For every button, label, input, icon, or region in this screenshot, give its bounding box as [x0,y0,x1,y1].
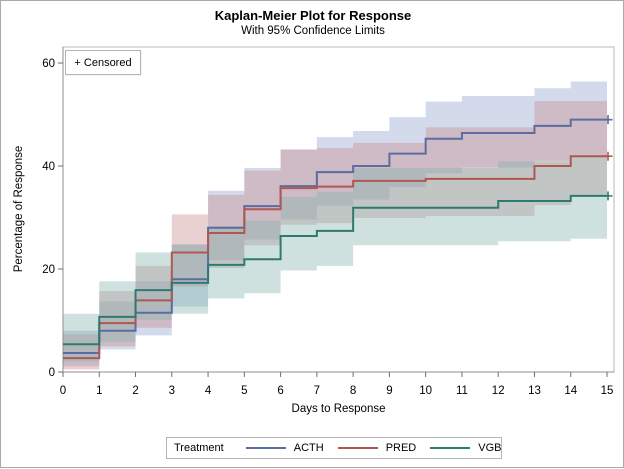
x-tick-label: 12 [492,385,505,397]
y-tick-label: 0 [49,367,55,379]
y-tick-label: 40 [42,161,55,173]
x-tick-label: 14 [564,385,577,397]
x-tick-label: 9 [386,385,392,397]
x-tick-label: 13 [528,385,541,397]
acth-confidence-band [63,81,607,367]
legend-item-label: VGB [478,442,502,454]
chart-title: Kaplan-Meier Plot for Response [214,8,412,23]
chart-subtitle: With 95% Confidence Limits [241,25,385,37]
x-tick-label: 3 [169,385,175,397]
censored-legend-label: + Censored [74,56,132,69]
x-tick-label: 2 [132,385,138,397]
acth-survival-curve [63,118,609,354]
x-tick-label: 7 [314,385,320,397]
x-tick-label: 6 [277,385,283,397]
x-tick-label: 4 [205,385,212,397]
legend-item-pred: PRED [337,442,417,454]
legend-item-label: PRED [385,442,417,454]
vgb-line-sample [430,447,471,449]
vgb-censored-marker [603,191,613,201]
x-tick-label: 8 [350,385,356,397]
x-axis-title: Days to Response [291,403,386,415]
legend-item-vgb: VGB [430,442,501,454]
x-tick-label: 11 [456,385,468,397]
y-axis-title: Percentage of Response [13,145,25,273]
x-tick-label: 5 [241,385,247,397]
vgb-survival-curve [63,194,609,346]
pred-line-sample [337,447,378,449]
pred-confidence-band [63,101,607,370]
x-tick-label: 15 [601,385,614,397]
acth-censored-marker [603,115,613,125]
legend-item-label: ACTH [293,442,324,454]
pred-censored-marker [603,151,613,161]
vgb-confidence-band [63,154,607,362]
y-tick-label: 20 [42,264,55,276]
x-tick-label: 1 [96,385,102,397]
treatment-legend: Treatment ACTH PRED VGB [166,437,502,459]
x-tick-label: 10 [419,385,432,397]
x-tick-label: 0 [60,385,66,397]
acth-line-sample [245,447,286,449]
y-tick-label: 60 [42,58,55,70]
legend-title: Treatment [174,442,224,454]
censored-legend: + Censored [65,50,141,75]
legend-item-acth: ACTH [245,442,324,454]
